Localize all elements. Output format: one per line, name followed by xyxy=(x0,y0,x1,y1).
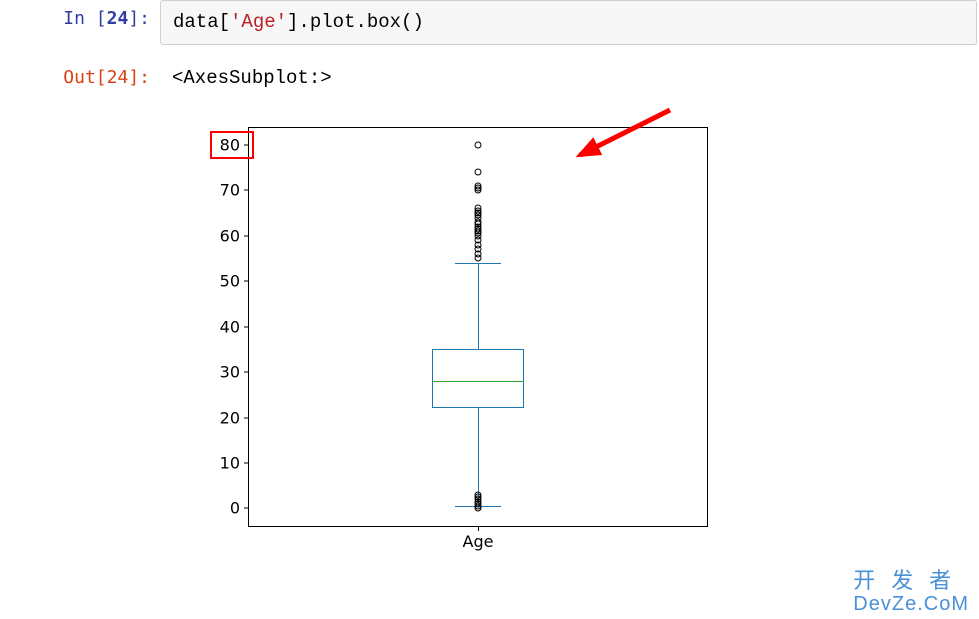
output-text: <AxesSubplot:> xyxy=(160,59,979,97)
input-cell: In [24]: data['Age'].plot.box() xyxy=(0,0,979,45)
ytick-label: 80 xyxy=(220,135,240,154)
xtick-mark xyxy=(478,527,479,531)
xtick-label: Age xyxy=(463,532,494,551)
in-number: 24 xyxy=(107,8,129,29)
in-prefix: In [ xyxy=(63,8,106,29)
ytick-mark xyxy=(244,372,248,373)
ytick-label: 70 xyxy=(220,181,240,200)
ytick-mark xyxy=(244,144,248,145)
flier xyxy=(475,187,482,194)
cap-upper xyxy=(455,263,501,264)
ytick-label: 40 xyxy=(220,317,240,336)
box-iqr xyxy=(432,349,524,408)
ytick-mark xyxy=(244,235,248,236)
watermark: 开发者 DevZe.CoM xyxy=(853,569,969,615)
ytick-mark xyxy=(244,508,248,509)
whisker-upper xyxy=(478,263,479,349)
ytick-mark xyxy=(244,417,248,418)
watermark-cn: 开发者 xyxy=(853,569,969,593)
ytick-label: 30 xyxy=(220,363,240,382)
ytick-mark xyxy=(244,281,248,282)
ytick-label: 20 xyxy=(220,408,240,427)
ytick-label: 10 xyxy=(220,453,240,472)
out-number: 24 xyxy=(107,67,129,88)
in-suffix: ]: xyxy=(128,8,150,29)
median-line xyxy=(432,381,524,382)
in-prompt: In [24]: xyxy=(0,0,160,29)
out-prompt: Out[24]: xyxy=(0,59,160,88)
flier xyxy=(475,141,482,148)
ytick-label: 50 xyxy=(220,272,240,291)
ytick-mark xyxy=(244,462,248,463)
flier xyxy=(475,255,482,262)
ytick-mark xyxy=(244,190,248,191)
ytick-label: 60 xyxy=(220,226,240,245)
flier xyxy=(475,505,482,512)
boxplot-chart: 0 10 20 30 40 50 60 70 80 Age xyxy=(200,117,720,567)
code-post: ].plot.box() xyxy=(287,11,424,33)
output-cell: Out[24]: <AxesSubplot:> xyxy=(0,59,979,97)
code-pre: data[ xyxy=(173,11,230,33)
flier xyxy=(475,169,482,176)
ytick-mark xyxy=(244,326,248,327)
ytick-label: 0 xyxy=(230,499,240,518)
code-string: 'Age' xyxy=(230,11,287,33)
code-input[interactable]: data['Age'].plot.box() xyxy=(160,0,977,45)
out-suffix: ]: xyxy=(128,67,150,88)
out-prefix: Out[ xyxy=(63,67,106,88)
watermark-en: DevZe.CoM xyxy=(853,593,969,615)
